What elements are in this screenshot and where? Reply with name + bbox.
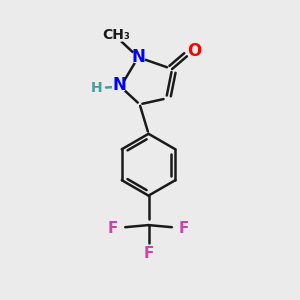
Text: O: O: [187, 42, 201, 60]
Ellipse shape: [104, 29, 128, 42]
Ellipse shape: [107, 223, 119, 233]
Ellipse shape: [188, 46, 201, 57]
Text: F: F: [143, 246, 154, 261]
Text: F: F: [179, 220, 189, 236]
Ellipse shape: [132, 51, 145, 63]
Ellipse shape: [112, 81, 126, 93]
Text: F: F: [108, 220, 119, 236]
Text: H: H: [91, 81, 103, 95]
Text: N: N: [112, 76, 126, 94]
Text: CH₃: CH₃: [102, 28, 130, 42]
Ellipse shape: [142, 248, 154, 258]
Text: N: N: [131, 48, 145, 66]
Ellipse shape: [92, 83, 102, 94]
Ellipse shape: [178, 223, 190, 233]
